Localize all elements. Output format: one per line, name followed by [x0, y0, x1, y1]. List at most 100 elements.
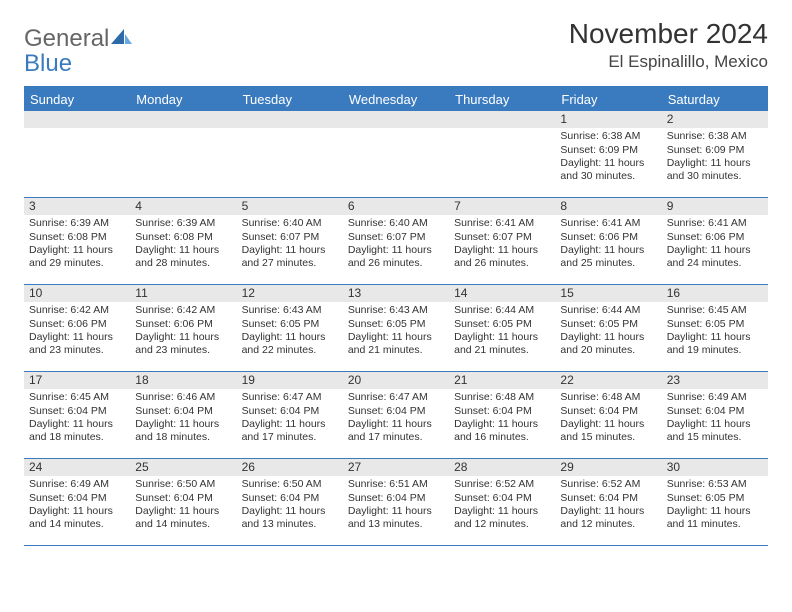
day-cell: 13Sunrise: 6:43 AMSunset: 6:05 PMDayligh… — [343, 285, 449, 371]
sunset-text: Sunset: 6:09 PM — [667, 144, 763, 157]
sunrise-text: Sunrise: 6:40 AM — [242, 217, 338, 230]
day-number: 10 — [24, 285, 130, 302]
sunset-text: Sunset: 6:05 PM — [454, 318, 550, 331]
day-header: Tuesday — [237, 88, 343, 111]
page-header: GeneralBlue November 2024 El Espinalillo… — [24, 18, 768, 76]
sunrise-text: Sunrise: 6:52 AM — [560, 478, 656, 491]
sunrise-text: Sunrise: 6:41 AM — [454, 217, 550, 230]
daylight-text: Daylight: 11 hours and 26 minutes. — [348, 244, 444, 270]
sunset-text: Sunset: 6:04 PM — [454, 405, 550, 418]
sunset-text: Sunset: 6:05 PM — [667, 318, 763, 331]
daylight-text: Daylight: 11 hours and 13 minutes. — [348, 505, 444, 531]
sunset-text: Sunset: 6:06 PM — [29, 318, 125, 331]
week-row: 1Sunrise: 6:38 AMSunset: 6:09 PMDaylight… — [24, 111, 768, 198]
title-block: November 2024 El Espinalillo, Mexico — [569, 18, 768, 72]
day-cell: 18Sunrise: 6:46 AMSunset: 6:04 PMDayligh… — [130, 372, 236, 458]
daylight-text: Daylight: 11 hours and 12 minutes. — [560, 505, 656, 531]
sunset-text: Sunset: 6:07 PM — [454, 231, 550, 244]
day-body: Sunrise: 6:41 AMSunset: 6:07 PMDaylight:… — [449, 215, 555, 274]
sunrise-text: Sunrise: 6:49 AM — [667, 391, 763, 404]
sunrise-text: Sunrise: 6:39 AM — [135, 217, 231, 230]
daylight-text: Daylight: 11 hours and 17 minutes. — [348, 418, 444, 444]
day-cell: 3Sunrise: 6:39 AMSunset: 6:08 PMDaylight… — [24, 198, 130, 284]
day-header: Thursday — [449, 88, 555, 111]
weeks-container: 1Sunrise: 6:38 AMSunset: 6:09 PMDaylight… — [24, 111, 768, 546]
day-cell: 26Sunrise: 6:50 AMSunset: 6:04 PMDayligh… — [237, 459, 343, 545]
sunset-text: Sunset: 6:04 PM — [560, 405, 656, 418]
sunrise-text: Sunrise: 6:51 AM — [348, 478, 444, 491]
day-body: Sunrise: 6:48 AMSunset: 6:04 PMDaylight:… — [449, 389, 555, 448]
day-body: Sunrise: 6:50 AMSunset: 6:04 PMDaylight:… — [237, 476, 343, 535]
day-body: Sunrise: 6:41 AMSunset: 6:06 PMDaylight:… — [555, 215, 661, 274]
day-cell: 5Sunrise: 6:40 AMSunset: 6:07 PMDaylight… — [237, 198, 343, 284]
location: El Espinalillo, Mexico — [569, 52, 768, 72]
sunrise-text: Sunrise: 6:45 AM — [667, 304, 763, 317]
sunset-text: Sunset: 6:04 PM — [560, 492, 656, 505]
daylight-text: Daylight: 11 hours and 17 minutes. — [242, 418, 338, 444]
sunrise-text: Sunrise: 6:49 AM — [29, 478, 125, 491]
day-cell: 17Sunrise: 6:45 AMSunset: 6:04 PMDayligh… — [24, 372, 130, 458]
logo: GeneralBlue — [24, 26, 133, 76]
daylight-text: Daylight: 11 hours and 19 minutes. — [667, 331, 763, 357]
daylight-text: Daylight: 11 hours and 18 minutes. — [29, 418, 125, 444]
sunrise-text: Sunrise: 6:44 AM — [454, 304, 550, 317]
day-cell: 6Sunrise: 6:40 AMSunset: 6:07 PMDaylight… — [343, 198, 449, 284]
day-number — [237, 111, 343, 128]
sunset-text: Sunset: 6:04 PM — [348, 492, 444, 505]
sunset-text: Sunset: 6:05 PM — [667, 492, 763, 505]
day-cell — [237, 111, 343, 197]
sunset-text: Sunset: 6:04 PM — [29, 405, 125, 418]
sunrise-text: Sunrise: 6:43 AM — [242, 304, 338, 317]
sunset-text: Sunset: 6:05 PM — [348, 318, 444, 331]
sunset-text: Sunset: 6:04 PM — [242, 405, 338, 418]
month-title: November 2024 — [569, 18, 768, 50]
day-number: 4 — [130, 198, 236, 215]
daylight-text: Daylight: 11 hours and 24 minutes. — [667, 244, 763, 270]
sunrise-text: Sunrise: 6:50 AM — [135, 478, 231, 491]
day-cell — [24, 111, 130, 197]
day-body: Sunrise: 6:39 AMSunset: 6:08 PMDaylight:… — [24, 215, 130, 274]
sunset-text: Sunset: 6:04 PM — [135, 405, 231, 418]
daylight-text: Daylight: 11 hours and 15 minutes. — [667, 418, 763, 444]
daylight-text: Daylight: 11 hours and 11 minutes. — [667, 505, 763, 531]
day-number: 30 — [662, 459, 768, 476]
sunrise-text: Sunrise: 6:48 AM — [454, 391, 550, 404]
sunset-text: Sunset: 6:07 PM — [348, 231, 444, 244]
day-cell: 19Sunrise: 6:47 AMSunset: 6:04 PMDayligh… — [237, 372, 343, 458]
day-cell: 23Sunrise: 6:49 AMSunset: 6:04 PMDayligh… — [662, 372, 768, 458]
day-body: Sunrise: 6:40 AMSunset: 6:07 PMDaylight:… — [237, 215, 343, 274]
day-cell: 29Sunrise: 6:52 AMSunset: 6:04 PMDayligh… — [555, 459, 661, 545]
sunset-text: Sunset: 6:07 PM — [242, 231, 338, 244]
sunrise-text: Sunrise: 6:48 AM — [560, 391, 656, 404]
day-number: 5 — [237, 198, 343, 215]
sunset-text: Sunset: 6:05 PM — [242, 318, 338, 331]
sunrise-text: Sunrise: 6:53 AM — [667, 478, 763, 491]
day-body: Sunrise: 6:49 AMSunset: 6:04 PMDaylight:… — [662, 389, 768, 448]
day-body: Sunrise: 6:42 AMSunset: 6:06 PMDaylight:… — [24, 302, 130, 361]
day-cell: 20Sunrise: 6:47 AMSunset: 6:04 PMDayligh… — [343, 372, 449, 458]
day-body: Sunrise: 6:42 AMSunset: 6:06 PMDaylight:… — [130, 302, 236, 361]
day-cell: 2Sunrise: 6:38 AMSunset: 6:09 PMDaylight… — [662, 111, 768, 197]
day-number: 3 — [24, 198, 130, 215]
daylight-text: Daylight: 11 hours and 23 minutes. — [29, 331, 125, 357]
day-header: Wednesday — [343, 88, 449, 111]
day-number: 18 — [130, 372, 236, 389]
sunset-text: Sunset: 6:04 PM — [348, 405, 444, 418]
day-cell: 15Sunrise: 6:44 AMSunset: 6:05 PMDayligh… — [555, 285, 661, 371]
sunset-text: Sunset: 6:09 PM — [560, 144, 656, 157]
day-number: 19 — [237, 372, 343, 389]
daylight-text: Daylight: 11 hours and 18 minutes. — [135, 418, 231, 444]
sunrise-text: Sunrise: 6:38 AM — [667, 130, 763, 143]
day-number: 13 — [343, 285, 449, 302]
day-header-row: SundayMondayTuesdayWednesdayThursdayFrid… — [24, 88, 768, 111]
day-number — [343, 111, 449, 128]
day-number: 14 — [449, 285, 555, 302]
sunset-text: Sunset: 6:05 PM — [560, 318, 656, 331]
day-number: 28 — [449, 459, 555, 476]
daylight-text: Daylight: 11 hours and 29 minutes. — [29, 244, 125, 270]
daylight-text: Daylight: 11 hours and 13 minutes. — [242, 505, 338, 531]
daylight-text: Daylight: 11 hours and 12 minutes. — [454, 505, 550, 531]
day-cell: 30 Sunrise: 6:53 AMSunset: 6:05 PMDayligh… — [662, 459, 768, 545]
day-cell: 11Sunrise: 6:42 AMSunset: 6:06 PMDayligh… — [130, 285, 236, 371]
daylight-text: Daylight: 11 hours and 28 minutes. — [135, 244, 231, 270]
